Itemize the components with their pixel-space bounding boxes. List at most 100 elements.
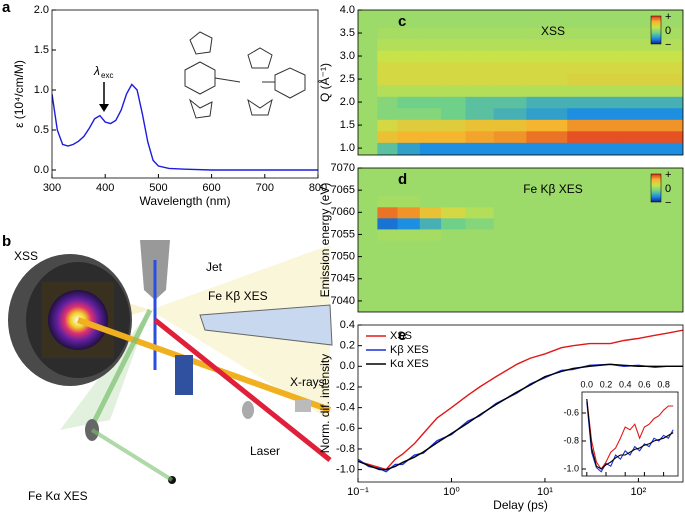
plot-frame — [357, 9, 684, 156]
heat-cell — [622, 96, 683, 109]
annotation: λ — [93, 64, 100, 78]
heat-cell — [465, 217, 495, 230]
heat-cell — [493, 119, 527, 132]
heat-cell — [377, 184, 398, 197]
plot-area — [52, 83, 318, 171]
colorbar-label: 0 — [665, 183, 671, 195]
diagram-label: Fe Kβ XES — [208, 289, 268, 303]
heat-cell — [397, 206, 421, 219]
heat-cell — [526, 119, 568, 132]
heat-cell — [622, 50, 683, 63]
y-axis-label: Norm. dif. intensity — [318, 354, 332, 453]
x-tick-label: 10² — [630, 486, 646, 498]
x-tick-label: 600 — [202, 182, 220, 194]
heat-cell — [622, 273, 683, 285]
heat-cell — [567, 38, 623, 51]
y-tick-label: -0.6 — [563, 407, 579, 417]
heat-cell — [441, 184, 467, 197]
heat-cell — [622, 84, 683, 97]
y-tick-label: 0.0 — [340, 360, 355, 372]
heat-cell — [493, 195, 527, 208]
heat-cell — [441, 273, 467, 285]
heat-cell — [465, 38, 495, 51]
heat-cell — [567, 107, 623, 120]
heat-cell — [526, 61, 568, 74]
heat-cell — [493, 240, 527, 252]
x-tick-label: 300 — [43, 182, 61, 194]
heat-cell — [493, 107, 527, 120]
x-tick-label: 0.4 — [619, 379, 632, 389]
heat-cell — [397, 240, 421, 252]
heat-cell — [441, 84, 467, 97]
colorbar — [650, 173, 662, 203]
heat-cell — [493, 295, 527, 312]
heat-cell — [397, 130, 421, 143]
heat-cell — [567, 73, 623, 86]
heat-cell — [397, 84, 421, 97]
heat-cell — [419, 119, 442, 132]
heat-cell — [377, 107, 398, 120]
heat-cell — [358, 251, 378, 263]
heat-cell — [377, 168, 398, 186]
x-tick-label: 10⁰ — [443, 486, 460, 498]
colorbar-label: + — [665, 169, 671, 181]
heat-cell — [377, 195, 398, 208]
heat-cell — [567, 206, 623, 219]
heat-cell — [358, 228, 378, 241]
diagram-label: X-rays — [290, 375, 325, 389]
diagram-label: Fe Kα XES — [28, 489, 88, 503]
heat-cell — [358, 217, 378, 230]
heat-cell — [465, 295, 495, 312]
heat-cell — [465, 142, 495, 155]
series-line — [52, 83, 318, 171]
y-tick-label: 7065 — [331, 184, 355, 196]
heat-cell — [567, 50, 623, 63]
heat-cell — [526, 251, 568, 263]
heat-cell — [567, 142, 623, 155]
x-tick-label: 0.2 — [600, 379, 613, 389]
x-tick-label: 0.6 — [638, 379, 651, 389]
heat-cell — [358, 107, 378, 120]
x-tick-label: 10¹ — [537, 486, 553, 498]
chart-title: XSS — [541, 24, 565, 38]
series-line — [586, 398, 674, 470]
heat-cell — [397, 10, 421, 28]
legend-label: XSS — [390, 330, 412, 342]
x-tick-label: 0.8 — [657, 379, 670, 389]
plot-frame — [51, 9, 319, 179]
y-tick-label: 1.5 — [34, 44, 49, 56]
heat-cell — [397, 217, 421, 230]
y-tick-label: 7050 — [331, 251, 355, 263]
heat-cell — [526, 27, 568, 40]
heat-cell — [622, 228, 683, 241]
colorbar-label: 0 — [665, 25, 671, 37]
heat-cell — [377, 251, 398, 263]
heat-cell — [377, 10, 398, 28]
heat-cell — [419, 107, 442, 120]
heat-cell — [567, 84, 623, 97]
heat-cell — [419, 73, 442, 86]
heat-cell — [465, 96, 495, 109]
heat-cell — [567, 184, 623, 197]
heat-cell — [622, 240, 683, 252]
heat-cell — [526, 96, 568, 109]
y-axis-label: Q (Å⁻¹) — [317, 63, 332, 102]
y-tick-label: 1.0 — [34, 84, 49, 96]
heat-cell — [377, 38, 398, 51]
heat-cell — [493, 38, 527, 51]
y-tick-label: 7055 — [331, 228, 355, 240]
heat-cell — [419, 262, 442, 274]
heat-cell — [441, 61, 467, 74]
y-tick-label: 4.0 — [340, 4, 355, 16]
heat-cell — [397, 96, 421, 109]
heat-cell — [441, 27, 467, 40]
heat-cell — [358, 73, 378, 86]
legend-label: Kα XES — [390, 358, 429, 370]
y-tick-label: 0.0 — [34, 164, 49, 176]
annotation-sub: exc — [101, 71, 113, 80]
heat-cell — [358, 284, 378, 296]
heat-cell — [441, 295, 467, 312]
heat-cell — [493, 262, 527, 274]
heat-cell — [397, 168, 421, 186]
